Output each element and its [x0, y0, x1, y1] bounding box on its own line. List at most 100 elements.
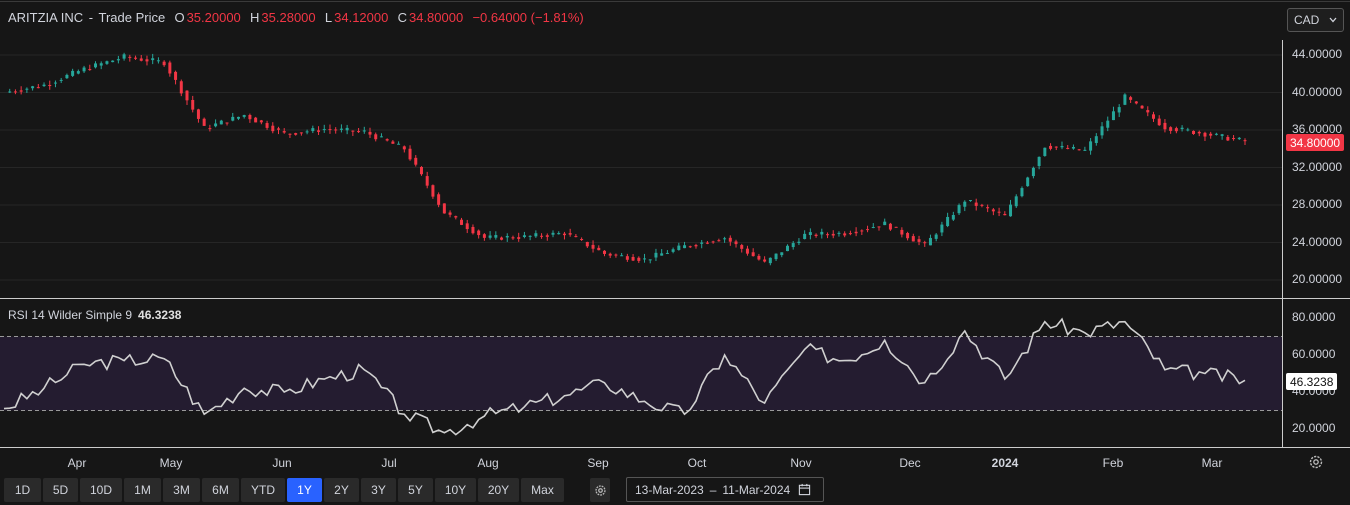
candle	[883, 218, 887, 226]
candle	[277, 126, 281, 135]
candle	[597, 245, 601, 251]
candle	[568, 228, 572, 237]
currency-value: CAD	[1294, 13, 1320, 27]
candle	[13, 89, 17, 95]
candle	[294, 132, 298, 136]
range-button-1y[interactable]: 1Y	[287, 478, 322, 502]
range-settings-button[interactable]	[590, 478, 610, 502]
candle	[517, 232, 521, 242]
candle	[694, 243, 698, 249]
range-button-5d[interactable]: 5D	[43, 478, 78, 502]
high-value: 35.28000	[261, 10, 316, 25]
header-separator: -	[88, 10, 94, 25]
range-button-3m[interactable]: 3M	[163, 478, 200, 502]
gear-icon[interactable]	[1308, 454, 1324, 470]
candle	[265, 120, 269, 130]
candle	[460, 217, 464, 226]
candle	[282, 128, 286, 134]
candle	[53, 80, 57, 88]
candle	[1003, 211, 1007, 216]
candle	[740, 243, 744, 253]
candle	[105, 60, 109, 65]
candle	[1111, 106, 1115, 121]
candle	[620, 252, 624, 257]
candle	[974, 198, 978, 211]
candle	[545, 233, 549, 241]
candle	[374, 132, 378, 142]
calendar-icon	[799, 483, 811, 496]
range-button-10d[interactable]: 10D	[80, 478, 122, 502]
candle	[1151, 111, 1155, 122]
candle	[128, 54, 132, 62]
candle	[1203, 131, 1207, 141]
date-range-picker[interactable]: 13-Mar-2023 – 11-Mar-2024	[626, 477, 824, 502]
range-button-1d[interactable]: 1D	[4, 478, 41, 502]
candle	[831, 230, 835, 239]
candle	[8, 88, 12, 94]
candle	[894, 226, 898, 228]
candle	[162, 60, 166, 67]
price-axis-label: 32.00000	[1292, 159, 1343, 174]
candle	[1037, 156, 1041, 170]
currency-select[interactable]: CAD	[1287, 8, 1344, 32]
candle	[174, 70, 178, 85]
time-axis-label: Oct	[687, 456, 707, 470]
rsi-header: RSI 14 Wilder Simple 9 46.3238	[8, 308, 181, 322]
candle	[888, 222, 892, 231]
candle	[442, 203, 446, 214]
candle	[928, 234, 932, 246]
candle	[1140, 105, 1144, 109]
candle	[911, 233, 915, 242]
range-button-10y[interactable]: 10Y	[435, 478, 476, 502]
candle	[42, 82, 46, 87]
range-button-max[interactable]: Max	[521, 478, 564, 502]
candle	[248, 113, 252, 123]
candle	[562, 231, 566, 240]
candle	[1129, 95, 1133, 103]
candle	[414, 155, 418, 167]
candle	[1014, 194, 1018, 208]
candle	[454, 215, 458, 220]
candle	[1066, 144, 1070, 150]
candle	[637, 256, 641, 263]
candle	[156, 57, 160, 64]
candle	[957, 203, 961, 215]
candle	[1026, 176, 1030, 187]
rsi-label: RSI 14 Wilder Simple 9	[8, 308, 133, 322]
range-button-6m[interactable]: 6M	[202, 478, 239, 502]
range-button-2y[interactable]: 2Y	[324, 478, 359, 502]
candle	[317, 126, 321, 135]
time-axis-label: 2024	[991, 456, 1019, 470]
candle	[963, 200, 967, 212]
low-value: 34.12000	[334, 10, 389, 25]
candle	[774, 253, 778, 261]
time-axis-label: Sep	[587, 456, 609, 470]
range-button-ytd[interactable]: YTD	[241, 478, 285, 502]
candle	[191, 95, 195, 113]
candle	[1226, 134, 1230, 142]
candle	[745, 245, 749, 256]
candle	[151, 53, 155, 65]
range-button-20y[interactable]: 20Y	[478, 478, 519, 502]
time-axis-label: Feb	[1102, 456, 1124, 470]
candle	[219, 119, 223, 125]
candle	[259, 119, 263, 125]
candle	[728, 235, 732, 246]
candle	[185, 90, 189, 105]
candle	[1009, 199, 1013, 217]
candle	[82, 65, 86, 73]
low-label: L	[324, 10, 333, 25]
range-button-5y[interactable]: 5Y	[398, 478, 433, 502]
candle	[768, 257, 772, 266]
candle	[717, 238, 721, 242]
candle	[580, 237, 584, 241]
candle	[1220, 133, 1224, 140]
range-button-3y[interactable]: 3Y	[361, 478, 396, 502]
range-button-1m[interactable]: 1M	[124, 478, 161, 502]
candle	[860, 229, 864, 235]
candle	[968, 200, 972, 202]
time-axis-label: Aug	[477, 456, 499, 470]
candle	[362, 126, 366, 134]
candle	[614, 253, 618, 258]
